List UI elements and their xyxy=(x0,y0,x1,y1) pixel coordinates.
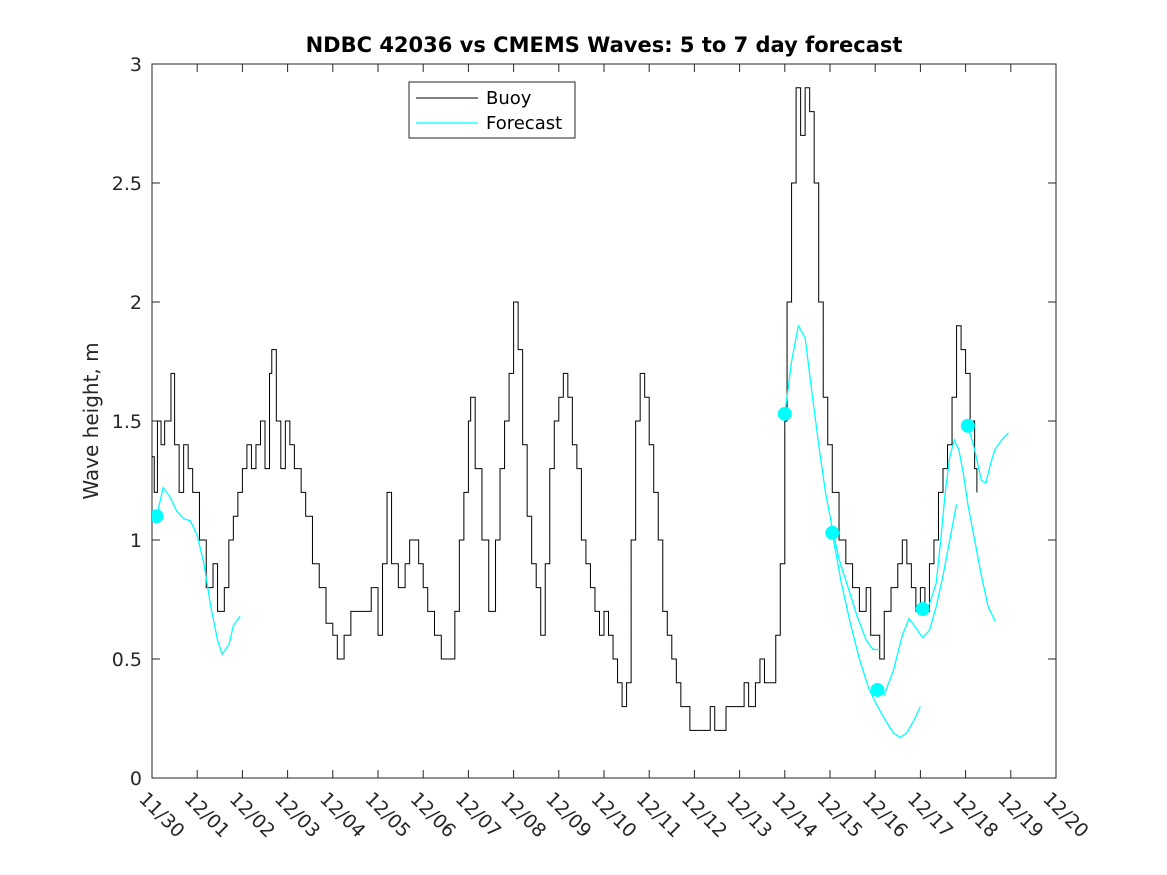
y-tick-label: 0 xyxy=(130,768,142,790)
forecast-start-marker xyxy=(152,509,164,524)
y-tick-label: 2.5 xyxy=(112,173,142,195)
y-tick-label: 1.5 xyxy=(112,411,142,433)
forecast-start-marker xyxy=(825,525,840,540)
forecast-series-line xyxy=(155,486,241,656)
forecast-series-line xyxy=(967,425,1010,484)
y-axis-label: Wave height, m xyxy=(79,342,103,499)
forecast-start-marker xyxy=(960,418,975,433)
forecast-series-line xyxy=(831,532,921,739)
legend-forecast-label: Forecast xyxy=(486,113,562,134)
forecast-start-marker xyxy=(915,602,930,617)
legend-box xyxy=(408,81,576,139)
chart-title: NDBC 42036 vs CMEMS Waves: 5 to 7 day fo… xyxy=(306,33,903,57)
legend-buoy-label: Buoy xyxy=(486,88,532,109)
y-tick-label: 1 xyxy=(130,530,142,552)
y-tick-label: 2 xyxy=(130,292,142,314)
buoy-series-line xyxy=(152,87,978,731)
data-layer xyxy=(152,87,1010,739)
y-tick-label: 3 xyxy=(130,54,142,76)
forecast-start-marker xyxy=(777,406,792,421)
legend: Buoy Forecast xyxy=(408,81,576,139)
forecast-start-marker xyxy=(870,682,885,697)
forecast-series-line xyxy=(922,438,996,622)
forecast-series-line xyxy=(784,323,880,651)
forecast-series-line xyxy=(877,504,958,696)
y-tick-label: 0.5 xyxy=(112,649,142,671)
